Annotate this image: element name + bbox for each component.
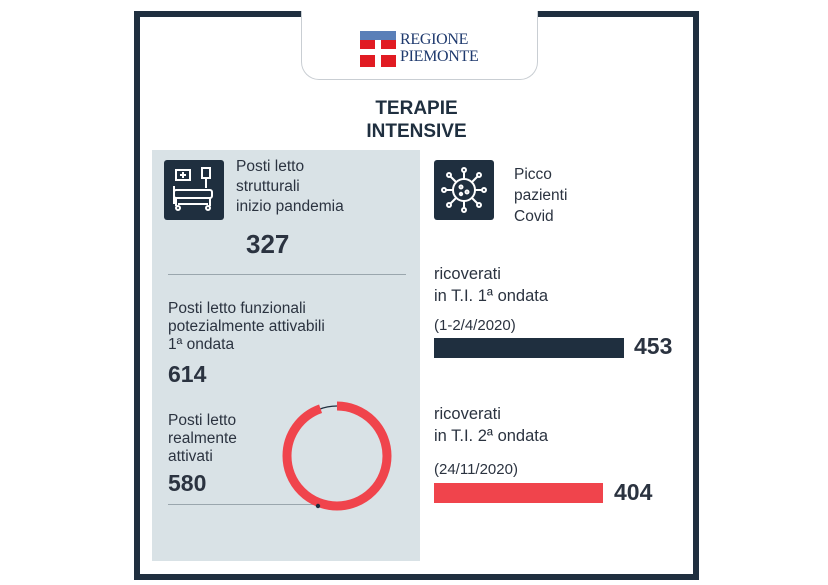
infographic-frame: REGIONE PIEMONTE TERAPIE INTENSIVE: [134, 11, 699, 580]
beds-value: 327: [246, 229, 290, 259]
divider: [168, 274, 406, 275]
wave1-date: (1-2/4/2020): [434, 317, 516, 334]
peak-label: Picco pazienti Covid: [514, 166, 568, 225]
wave2-value: 404: [614, 479, 653, 505]
divider: [168, 504, 318, 505]
logo-text: REGIONE PIEMONTE: [400, 31, 479, 65]
wave2-label: ricoverati in T.I. 2ª ondata: [434, 405, 549, 445]
activated-ring: [282, 401, 392, 511]
activated-ring-arc: [282, 401, 392, 511]
virus-icon: [434, 160, 494, 220]
beds-label: Posti letto strutturali inizio pandemia: [236, 158, 344, 215]
regione-piemonte-logo: REGIONE PIEMONTE: [360, 29, 480, 69]
wave1-label: ricoverati in T.I. 1ª ondata: [434, 265, 549, 305]
wave1-bar: [434, 338, 624, 358]
wave2-date: (24/11/2020): [434, 461, 518, 478]
activated-value: 580: [168, 470, 207, 496]
activated-label: Posti letto realmente attivati: [168, 412, 237, 465]
header-tab: REGIONE PIEMONTE: [301, 11, 538, 80]
left-panel: Posti letto strutturali inizio pandemia …: [152, 150, 420, 561]
wave2-bar: [434, 483, 603, 503]
page-title: TERAPIE INTENSIVE: [366, 98, 467, 142]
hospital-bed-icon: [164, 160, 224, 220]
wave1-value: 453: [634, 333, 673, 359]
potential-label: Posti letto funzionali potezialmente att…: [168, 300, 325, 353]
piemonte-shield-icon: [360, 31, 396, 67]
potential-value: 614: [168, 361, 207, 387]
